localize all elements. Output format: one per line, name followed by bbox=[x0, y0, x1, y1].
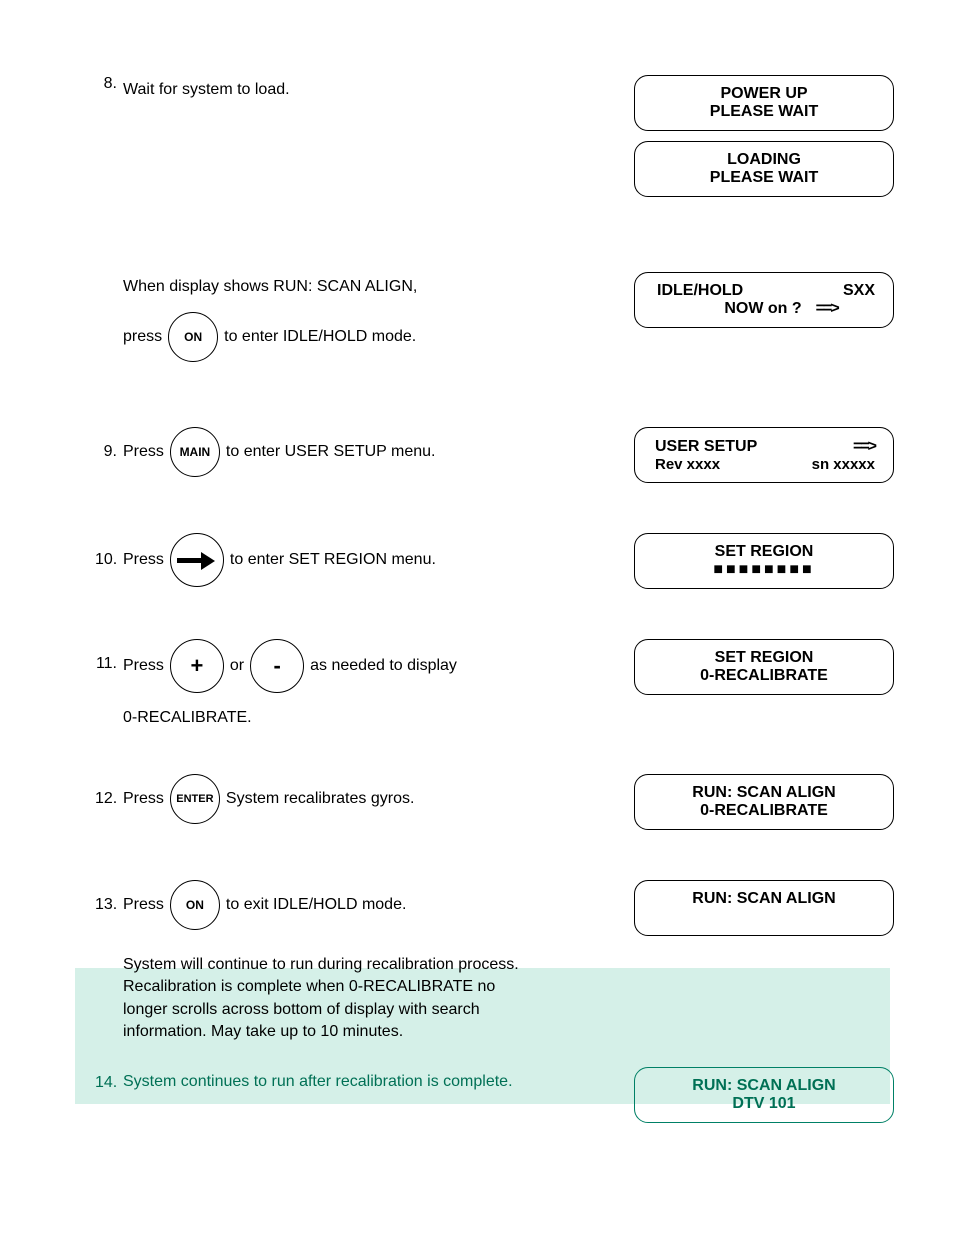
lcd-run-scan: RUN: SCAN ALIGN bbox=[634, 880, 894, 936]
lcd-line: SET REGION bbox=[715, 543, 814, 561]
step-8: 8. Wait for system to load. POWER UP PLE… bbox=[95, 75, 894, 207]
step-number: 9. bbox=[95, 443, 123, 461]
step-number: 12. bbox=[95, 790, 123, 808]
right-arrow-button-icon bbox=[170, 533, 224, 587]
lcd-set-region: SET REGION ■■■■■■■■ bbox=[634, 533, 894, 589]
lcd-line: PLEASE WAIT bbox=[710, 103, 818, 121]
on-button-icon: ON bbox=[168, 312, 218, 362]
lcd-line: PLEASE WAIT bbox=[710, 169, 818, 187]
main-button-icon: MAIN bbox=[170, 427, 220, 477]
step-number: 11. bbox=[95, 639, 123, 673]
lcd-line: DTV 101 bbox=[732, 1095, 795, 1113]
step-text: Wait for system to load. bbox=[123, 79, 614, 101]
minus-button-icon: - bbox=[250, 639, 304, 693]
lcd-line: USER SETUP bbox=[655, 438, 757, 456]
lcd-run-scan-recal: RUN: SCAN ALIGN 0-RECALIBRATE bbox=[634, 774, 894, 830]
step-10: 10. Press to enter SET REGION menu. SET … bbox=[95, 533, 894, 599]
lcd-line: IDLE/HOLD bbox=[657, 282, 743, 300]
step-13: 13. Press ON to exit IDLE/HOLD mode. Sys… bbox=[95, 880, 894, 1048]
instr-text: Press bbox=[123, 657, 164, 675]
step-text: System continues to run after recalibrat… bbox=[123, 1071, 614, 1093]
step-number: 8. bbox=[95, 75, 123, 93]
plus-button-icon: + bbox=[170, 639, 224, 693]
instr-text: to enter USER SETUP menu. bbox=[226, 443, 436, 461]
arrow-right-icon: ==> bbox=[853, 438, 875, 456]
instr-text: Press bbox=[123, 551, 164, 569]
instr-text: When display shows RUN: SCAN ALIGN, bbox=[123, 276, 614, 298]
lcd-line: 0-RECALIBRATE bbox=[700, 802, 828, 820]
instr-text: System recalibrates gyros. bbox=[226, 790, 415, 808]
lcd-line: Rev xxxx bbox=[655, 456, 720, 473]
lcd-run-scan-dtv: RUN: SCAN ALIGN DTV 101 bbox=[634, 1067, 894, 1123]
lcd-idle-hold: IDLE/HOLD SXX NOW on ? ==> bbox=[634, 272, 894, 328]
lcd-line: SXX bbox=[843, 282, 875, 300]
instr-text: Press bbox=[123, 790, 164, 808]
enter-button-icon: ENTER bbox=[170, 774, 220, 824]
instr-text: press bbox=[123, 328, 162, 346]
instr-text: or bbox=[230, 657, 244, 675]
step-number: 13. bbox=[95, 880, 123, 914]
step-14: 14. System continues to run after recali… bbox=[95, 1067, 894, 1133]
instr-text: to exit IDLE/HOLD mode. bbox=[226, 896, 407, 914]
instr-text: Press bbox=[123, 896, 164, 914]
lcd-blocks: ■■■■■■■■ bbox=[713, 561, 814, 579]
lcd-line: RUN: SCAN ALIGN bbox=[692, 890, 835, 908]
instr-text: 0-RECALIBRATE. bbox=[123, 707, 614, 729]
step-number: 10. bbox=[95, 551, 123, 569]
step-number: 14. bbox=[95, 1074, 123, 1092]
lcd-line: NOW on ? bbox=[724, 300, 801, 318]
step-12: 12. Press ENTER System recalibrates gyro… bbox=[95, 774, 894, 840]
lcd-user-setup: USER SETUP ==> Rev xxxx sn xxxxx bbox=[634, 427, 894, 483]
step-9: 9. Press MAIN to enter USER SETUP menu. … bbox=[95, 427, 894, 493]
lcd-set-region-recal: SET REGION 0-RECALIBRATE bbox=[634, 639, 894, 695]
lcd-loading: LOADING PLEASE WAIT bbox=[634, 141, 894, 197]
lcd-power-up: POWER UP PLEASE WAIT bbox=[634, 75, 894, 131]
lcd-line: RUN: SCAN ALIGN bbox=[692, 784, 835, 802]
arrow-right-icon: ==> bbox=[816, 300, 838, 318]
arrow-right-icon bbox=[175, 555, 219, 565]
on-button-icon: ON bbox=[170, 880, 220, 930]
instr-text: to enter IDLE/HOLD mode. bbox=[224, 328, 416, 346]
instr-text: as needed to display bbox=[310, 657, 457, 675]
lcd-line: 0-RECALIBRATE bbox=[700, 667, 828, 685]
step-11: 11. Press + or - as needed to display 0-… bbox=[95, 639, 894, 733]
lcd-line: SET REGION bbox=[715, 649, 814, 667]
step-pre9: When display shows RUN: SCAN ALIGN, pres… bbox=[95, 272, 894, 362]
instr-text: to enter SET REGION menu. bbox=[230, 551, 436, 569]
lcd-line: LOADING bbox=[727, 151, 801, 169]
lcd-line: sn xxxxx bbox=[812, 456, 875, 473]
lcd-line: POWER UP bbox=[720, 85, 807, 103]
instr-text: Press bbox=[123, 443, 164, 461]
lcd-line: RUN: SCAN ALIGN bbox=[692, 1077, 835, 1095]
instr-paragraph: System will continue to run during recal… bbox=[123, 954, 523, 1044]
